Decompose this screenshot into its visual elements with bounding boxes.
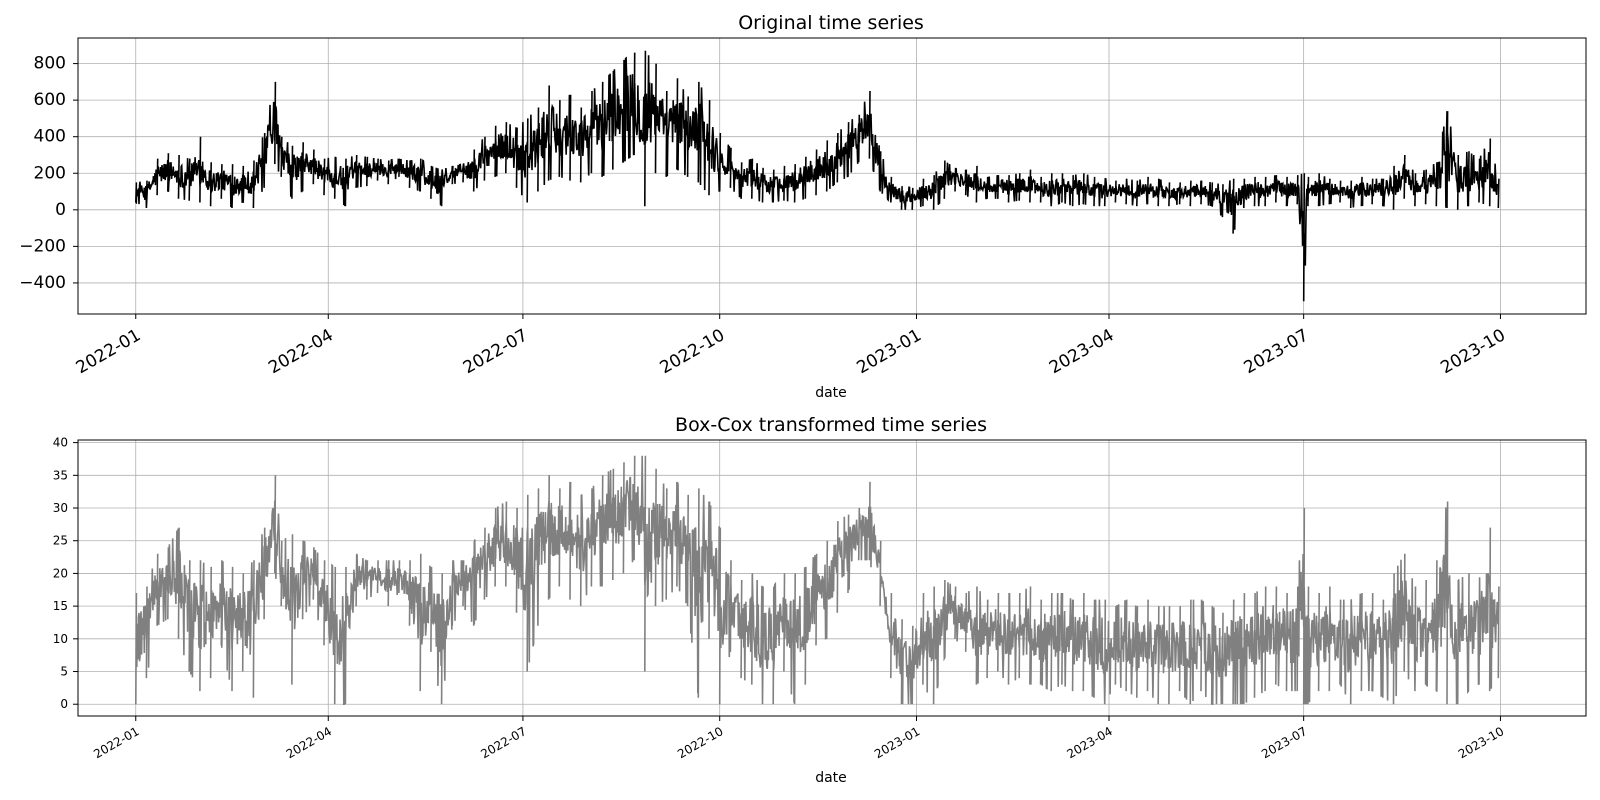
y-tick-label: 800 — [34, 54, 66, 74]
y-tick-label: 30 — [53, 501, 68, 515]
y-tick-label: 35 — [53, 468, 68, 482]
y-tick-label: 20 — [53, 566, 68, 580]
chart-title: Box-Cox transformed time series — [675, 414, 987, 436]
x-axis-label: date — [815, 770, 847, 786]
y-tick-label: 0 — [55, 200, 66, 220]
series-line — [135, 50, 1500, 302]
y-tick-label: −400 — [19, 273, 66, 293]
y-tick-label: 10 — [53, 632, 68, 646]
y-tick-label: 400 — [34, 127, 66, 147]
y-tick-label: 0 — [60, 697, 68, 711]
plot-frame — [77, 37, 1587, 315]
y-tick-label: 25 — [53, 534, 68, 548]
y-tick-label: 15 — [53, 599, 68, 613]
y-tick-label: 200 — [34, 163, 66, 183]
plot-frame — [77, 439, 1587, 717]
y-tick-label: 600 — [34, 90, 66, 110]
y-tick-label: −200 — [19, 236, 66, 256]
y-tick-label: 40 — [53, 436, 68, 450]
chart-title: Original time series — [738, 12, 924, 34]
series-line — [135, 455, 1500, 705]
x-axis-label: date — [815, 385, 847, 401]
y-tick-label: 5 — [60, 665, 68, 679]
